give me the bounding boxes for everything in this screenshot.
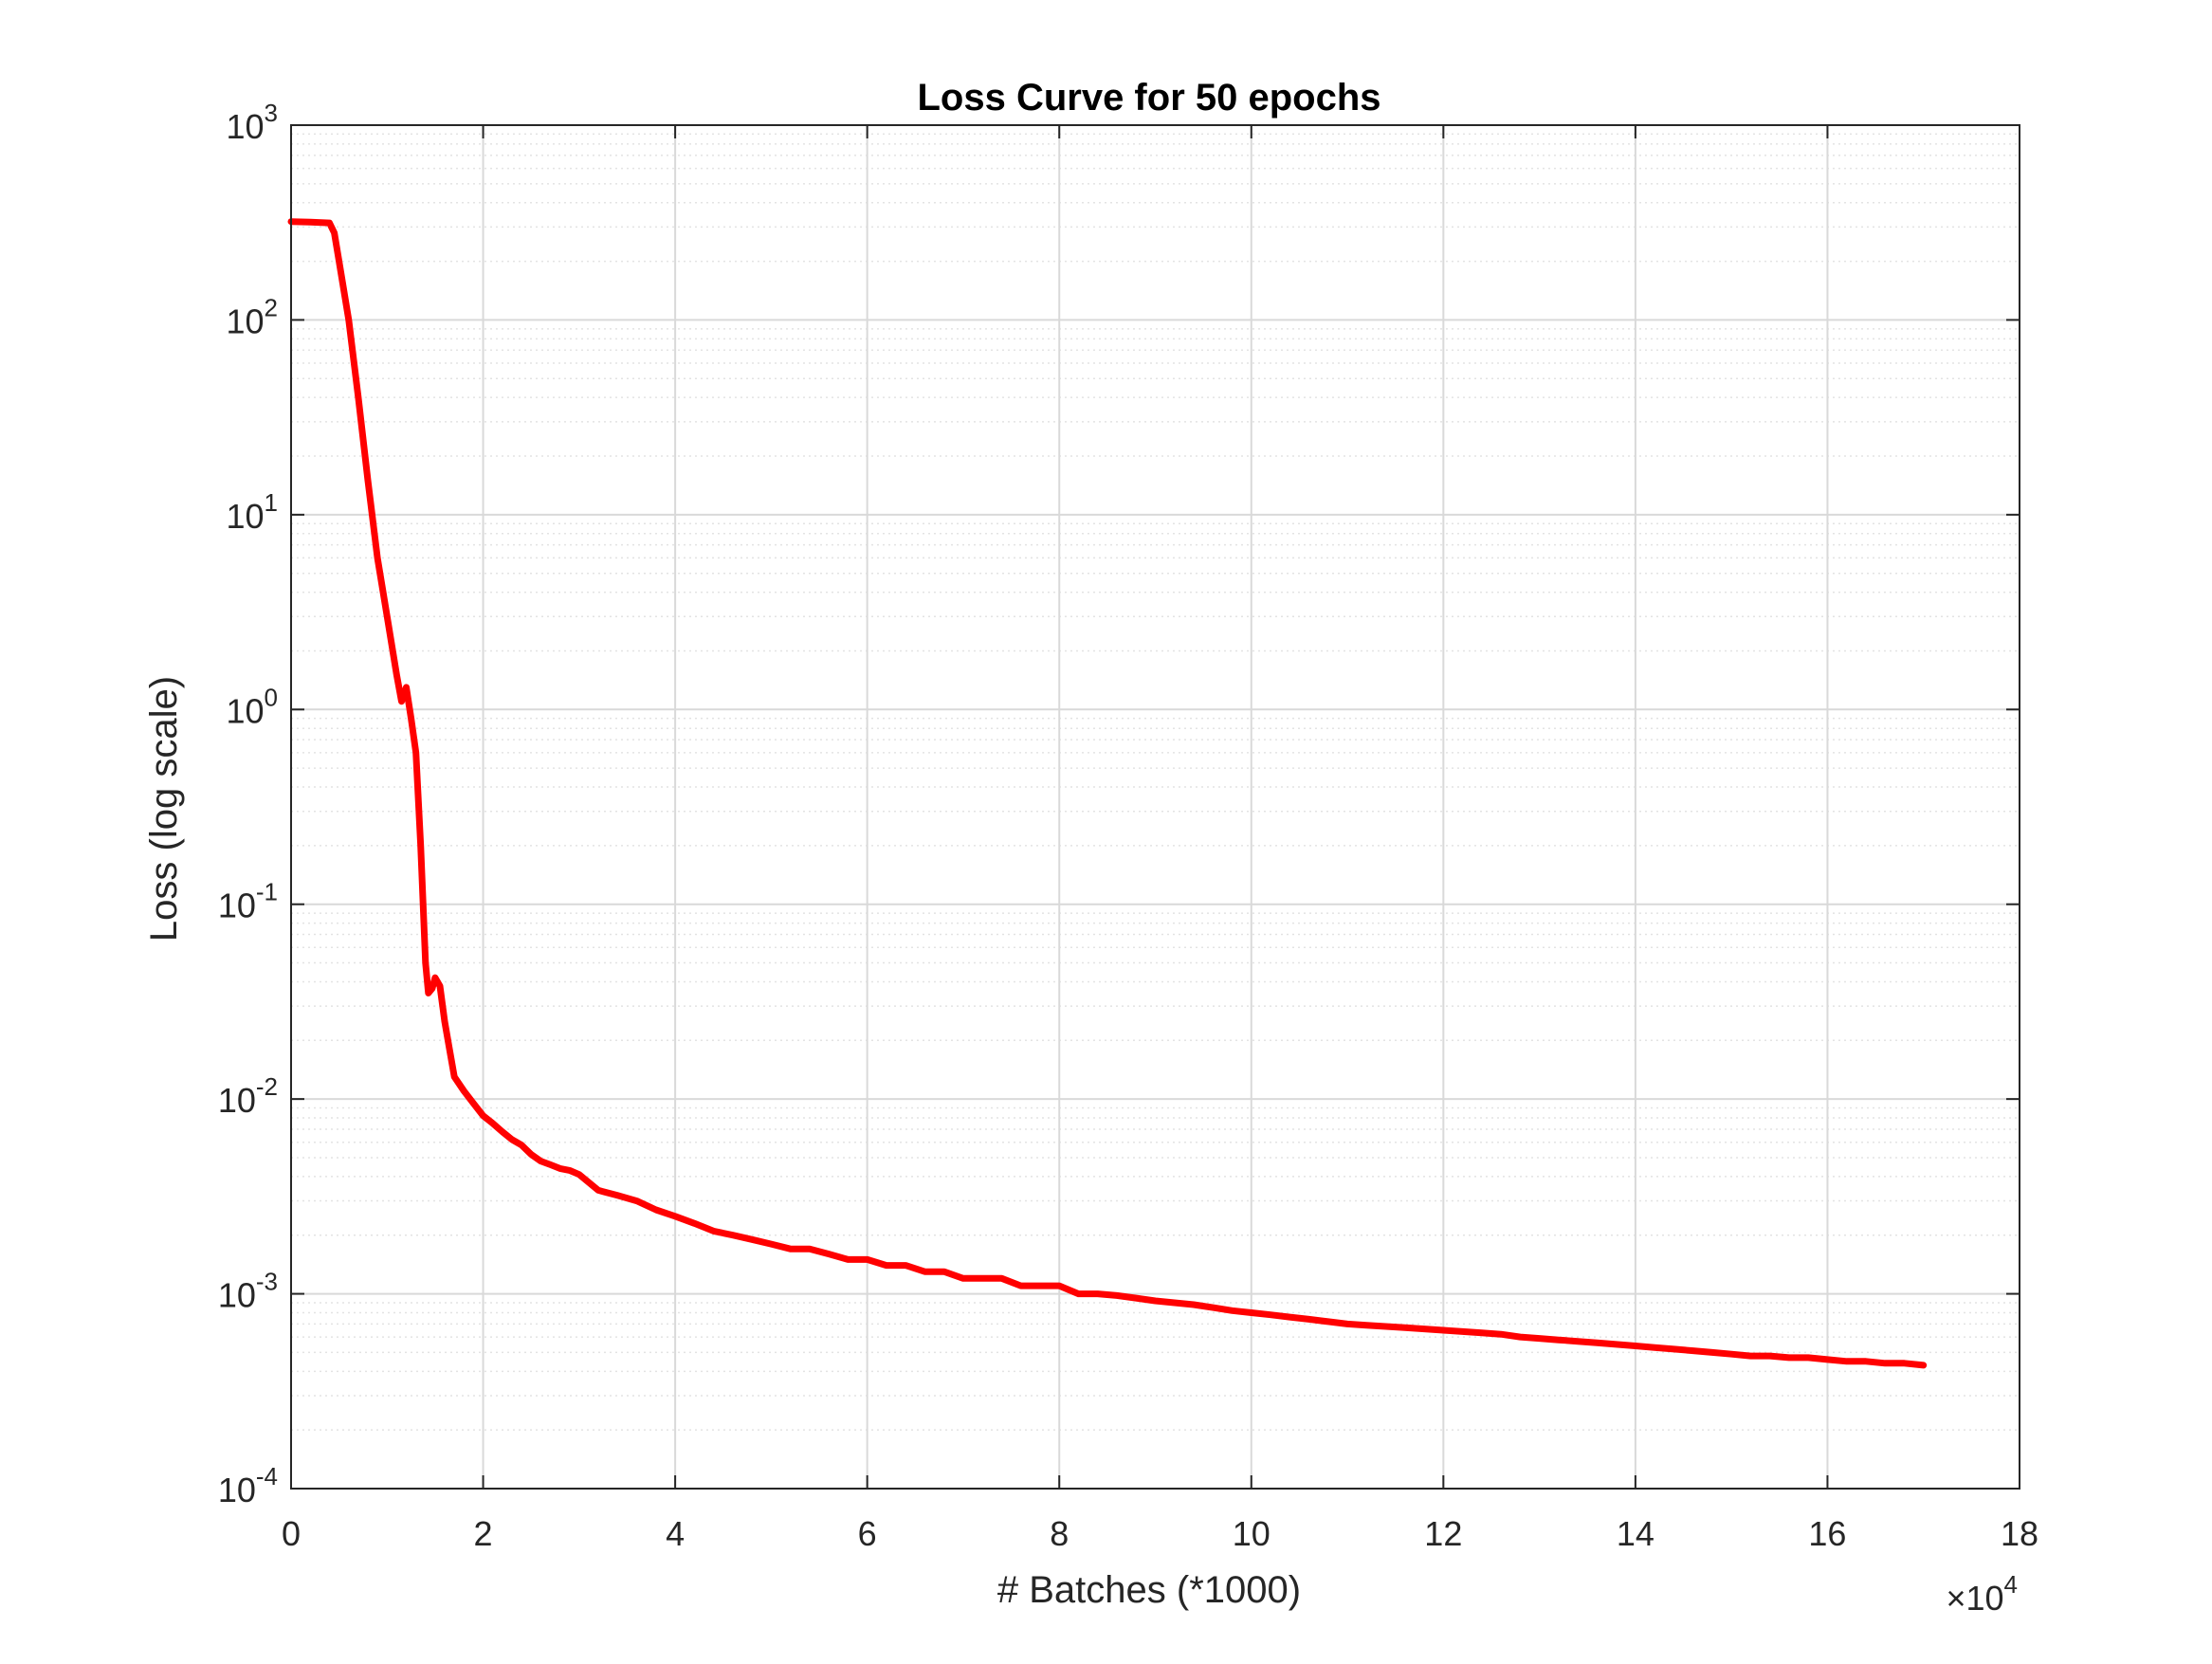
x-tick-label: 0: [282, 1514, 301, 1553]
y-tick-label-base: 10: [226, 107, 264, 146]
series-layer: [287, 218, 1928, 1369]
y-tick-label-base: 10: [218, 887, 256, 925]
y-tick-label: 103: [226, 99, 278, 146]
x-tick-label: 16: [1808, 1514, 1846, 1553]
y-axis-label: Loss (log scale): [143, 676, 185, 942]
x-axis-exponent-value: 4: [2004, 1570, 2018, 1599]
x-axis-label: # Batches (*1000): [997, 1569, 1301, 1611]
y-tick-label: 102: [226, 293, 278, 340]
y-tick-label-exponent: 2: [265, 293, 278, 321]
x-tick-label: 18: [2001, 1514, 2038, 1553]
y-tick-label-base: 10: [218, 1081, 256, 1120]
series-line-loss: [287, 218, 1928, 1369]
x-tick-label: 10: [1233, 1514, 1271, 1553]
y-tick-label-exponent: 1: [265, 488, 278, 517]
y-tick-label: 10-3: [218, 1268, 278, 1315]
axes-box: [290, 124, 2020, 1490]
grid: [290, 124, 2020, 1490]
y-tick-label-exponent: -3: [256, 1268, 278, 1296]
y-tick-label-exponent: 0: [265, 683, 278, 711]
x-tick-label: 4: [666, 1514, 685, 1553]
y-tick-label: 10-4: [218, 1462, 278, 1509]
y-tick-label-base: 10: [218, 1276, 256, 1315]
axes: [290, 124, 2020, 1490]
x-axis-exponent-prefix: ×10: [1946, 1579, 2003, 1618]
y-tick-label-exponent: -1: [256, 878, 278, 906]
y-tick-label: 10-1: [218, 878, 278, 925]
y-tick-label-base: 10: [226, 691, 264, 730]
x-tick-label: 14: [1617, 1514, 1654, 1553]
y-tick-label: 100: [226, 683, 278, 730]
x-tick-label: 6: [858, 1514, 877, 1553]
x-tick-label: 12: [1424, 1514, 1462, 1553]
y-tick-label-base: 10: [218, 1471, 256, 1509]
y-tick-label-exponent: 3: [265, 99, 278, 127]
y-tick-label: 10-2: [218, 1072, 278, 1120]
y-tick-label-exponent: -4: [256, 1462, 278, 1490]
y-tick-label-exponent: -2: [256, 1072, 278, 1101]
y-tick-label: 101: [226, 488, 278, 536]
y-tick-label-base: 10: [226, 302, 264, 340]
x-axis-exponent-label: ×104: [1946, 1570, 2018, 1618]
chart-title: Loss Curve for 50 epochs: [917, 77, 1380, 119]
x-tick-label: 2: [474, 1514, 493, 1553]
labels: Loss Curve for 50 epochs # Batches (*100…: [143, 77, 2038, 1618]
x-tick-label: 8: [1050, 1514, 1069, 1553]
y-tick-label-base: 10: [226, 497, 264, 536]
